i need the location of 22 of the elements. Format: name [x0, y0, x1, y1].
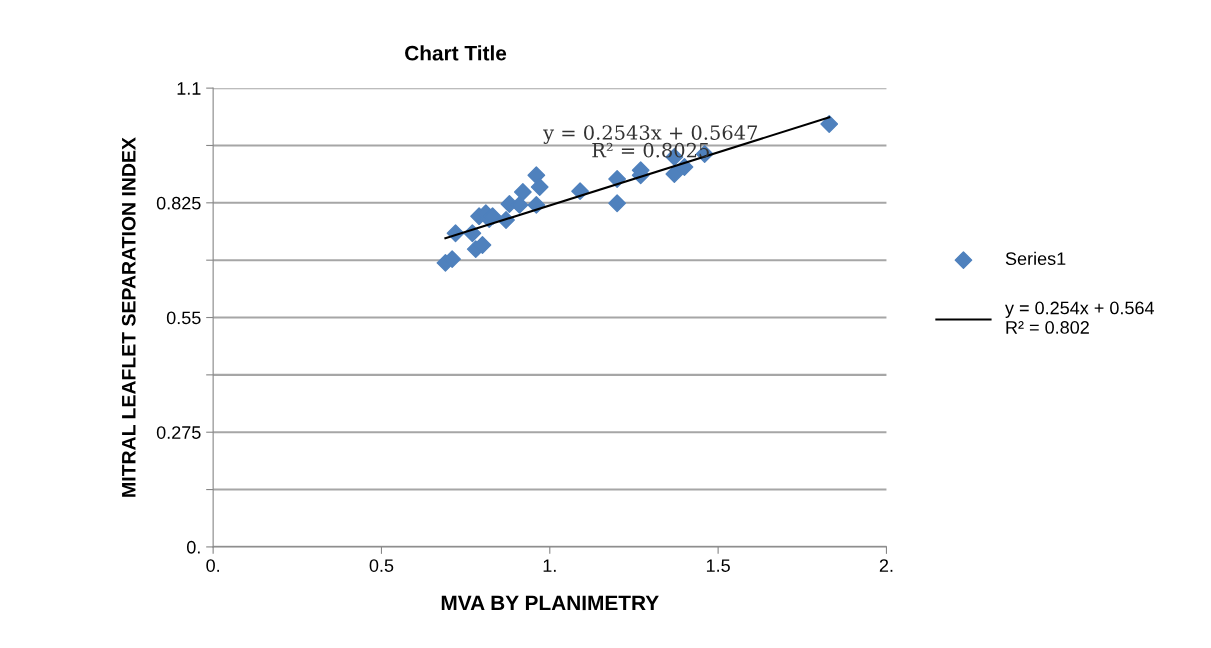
x-axis-title: MVA BY PLANIMETRY — [441, 595, 659, 611]
point — [608, 194, 627, 213]
point — [513, 183, 532, 201]
x-tick-label: 2. — [879, 559, 893, 572]
x-tick-label: 1.5 — [706, 559, 730, 572]
x-tick-label: 0.5 — [369, 559, 394, 572]
point — [527, 166, 546, 185]
y-tick-label: 0.55 — [166, 311, 201, 325]
y-tick-label: 0.275 — [156, 426, 201, 439]
y-tick-label: 0.825 — [156, 196, 201, 210]
y-tick-label: 0. — [186, 540, 200, 554]
legend-label: y = 0.254x + 0.564 R² = 0.802 — [1005, 301, 1155, 334]
point — [530, 178, 549, 196]
y-axis-title: MITRAL LEAFLET SEPARATION INDEX — [121, 137, 136, 497]
legend-label: Series1 — [1005, 251, 1066, 266]
x-tick-label: 1. — [543, 559, 556, 572]
x-tick-label: 0. — [206, 559, 220, 572]
chart-title: Chart Title — [405, 45, 507, 61]
point — [608, 170, 627, 188]
point — [820, 115, 839, 133]
point — [665, 165, 684, 183]
y-tick-label: 1.1 — [177, 82, 201, 95]
